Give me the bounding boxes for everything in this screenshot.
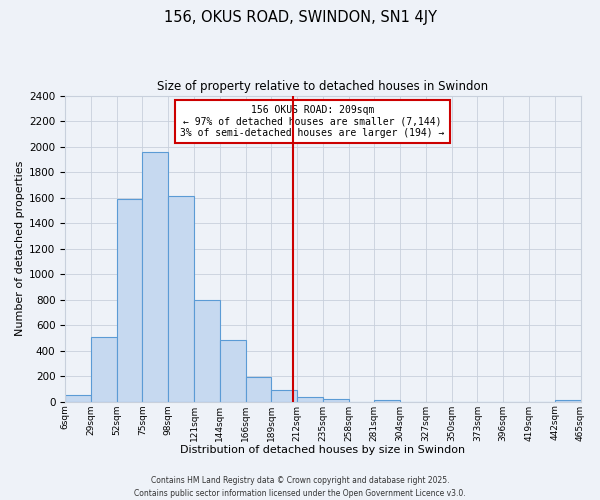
X-axis label: Distribution of detached houses by size in Swindon: Distribution of detached houses by size … (180, 445, 466, 455)
Bar (91, 336, 116, 402)
Bar (271, 390, 297, 402)
Bar (220, 340, 245, 402)
Bar (297, 397, 323, 402)
Y-axis label: Number of detached properties: Number of detached properties (15, 161, 25, 336)
Title: Size of property relative to detached houses in Swindon: Size of property relative to detached ho… (157, 80, 488, 93)
Bar (65, 396, 91, 402)
Text: 156, OKUS ROAD, SWINDON, SN1 4JY: 156, OKUS ROAD, SWINDON, SN1 4JY (163, 10, 437, 25)
Bar (116, 199, 142, 402)
Bar (168, 196, 194, 402)
Bar (323, 399, 349, 402)
Bar (142, 152, 168, 402)
Bar (245, 378, 271, 402)
Bar (555, 400, 581, 402)
Text: Contains HM Land Registry data © Crown copyright and database right 2025.
Contai: Contains HM Land Registry data © Crown c… (134, 476, 466, 498)
Bar (194, 300, 220, 402)
Text: 156 OKUS ROAD: 209sqm
← 97% of detached houses are smaller (7,144)
3% of semi-de: 156 OKUS ROAD: 209sqm ← 97% of detached … (181, 104, 445, 138)
Bar (374, 400, 400, 402)
